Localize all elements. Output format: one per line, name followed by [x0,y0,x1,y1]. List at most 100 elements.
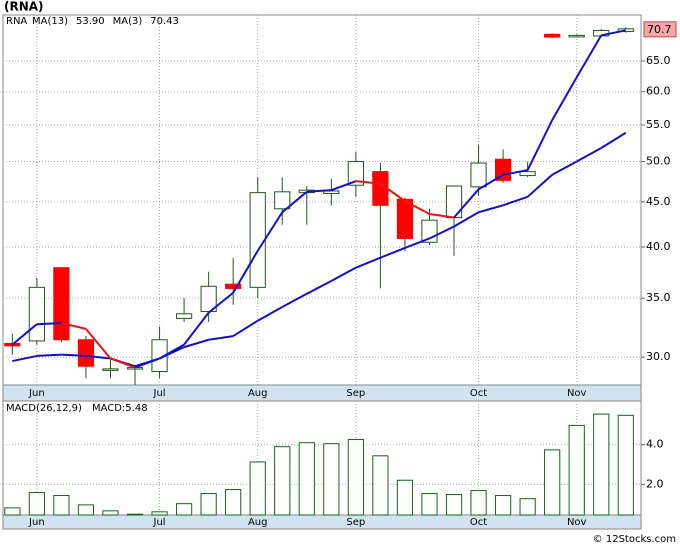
moving-average [36,353,62,357]
bar [593,413,610,516]
y-tick-label: 30.0 [646,350,671,363]
moving-average [551,160,578,176]
moving-average [208,335,234,341]
moving-average [576,147,602,163]
moving-average [257,306,283,322]
y-tick-label: 45.0 [646,195,671,208]
moving-average [330,266,357,282]
bar [494,495,512,516]
moving-average [526,119,554,171]
footer: © 12Stocks.com [593,534,676,545]
x-tick-label: Jun [28,388,45,399]
moving-average [11,323,38,346]
moving-average [355,180,381,185]
x-tick-label: Aug [248,388,268,399]
moving-average [134,357,160,369]
bar [175,503,193,516]
bar [274,446,291,516]
chart-title: (RNA) [4,0,44,14]
moving-average [575,34,603,78]
candle-body [519,171,536,177]
candle-body [102,368,119,371]
y-tick-label: 50.0 [646,155,671,168]
moving-average [110,357,136,369]
candle-body [175,313,193,319]
candle-body [544,33,561,38]
y-tick-label: 40.0 [646,240,671,253]
legend-value: 53.90 [76,16,105,27]
y-tick-label: 65.0 [646,54,671,67]
moving-average [478,204,504,214]
last-price-label: 70.7 [647,23,672,36]
moving-average [159,343,185,360]
bar [225,489,242,516]
bar [396,479,414,516]
moving-average [502,169,528,176]
legend-symbol: RNA [6,16,27,27]
moving-average [208,291,234,314]
moving-average [256,211,284,252]
moving-average [551,76,578,121]
moving-average [330,180,357,192]
moving-average [380,247,406,259]
bar [347,439,364,516]
moving-average [232,250,259,294]
x-tick-label: Sep [346,388,365,399]
moving-average [12,354,38,363]
candle-body [396,198,414,239]
moving-average [478,173,504,191]
x-tick-label: Jun [28,517,45,528]
moving-average [453,188,480,219]
moving-average [85,328,112,360]
candle-body [568,34,585,38]
x-tick-label: Nov [567,517,587,528]
bar [53,495,70,516]
moving-average [429,213,455,219]
y-tick-label: 4.0 [646,438,664,451]
bar [617,414,634,516]
moving-average [232,319,259,337]
moving-average [453,211,480,228]
bar [544,449,561,516]
x-tick-label: Sep [346,517,365,528]
moving-average [600,131,627,149]
bar [28,492,45,516]
bar [298,442,315,516]
moving-average [85,354,111,360]
legend-entry: MA(3) [113,16,143,27]
legend-entry: MA(13) [32,16,68,27]
moving-average [36,322,62,326]
candle-body [28,286,45,342]
candle-body [126,367,144,370]
bar [445,494,463,516]
moving-average [281,292,308,308]
moving-average [306,189,332,193]
bar [4,507,21,516]
candle-body [470,162,487,188]
candle-body [77,339,95,367]
x-tick-label: Jul [153,517,166,528]
moving-average [502,195,528,207]
candle-body [494,158,512,181]
legend-value: 70.43 [150,16,179,27]
x-tick-label: Oct [470,388,487,399]
candle-body [225,283,242,289]
moving-average [404,200,430,215]
moving-average [601,29,626,37]
bar [151,511,168,516]
last-price-box [643,21,677,38]
moving-average [404,237,430,249]
price-axis-band [2,384,642,402]
bar [421,493,438,516]
candle-body [274,191,291,210]
moving-average [281,191,308,214]
x-tick-label: Aug [248,517,268,528]
bar [249,461,266,516]
moving-average [183,312,210,346]
bar [519,498,536,516]
x-tick-label: Oct [470,517,487,528]
moving-average [379,182,406,202]
candle-body [617,28,634,33]
bar [568,424,585,516]
